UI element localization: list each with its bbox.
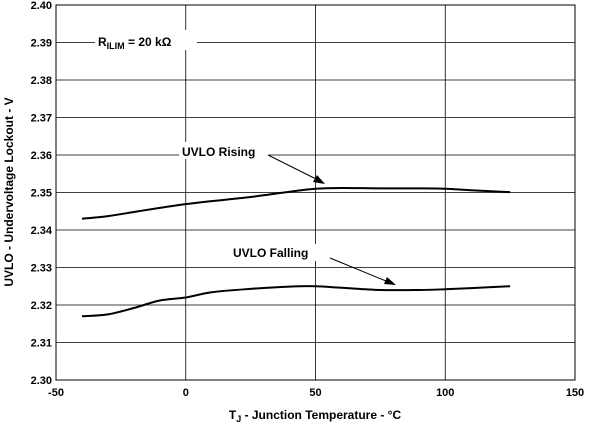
plot-frame	[55, 4, 576, 381]
y-tick-label: 2.39	[31, 38, 52, 50]
x-axis-title-rest: - Junction Temperature - °C	[241, 408, 401, 422]
y-tick-label: 2.31	[31, 338, 52, 350]
x-axis-title: TJ - Junction Temperature - °C	[229, 408, 402, 424]
param-annotation-main: R	[98, 35, 107, 49]
falling-label-bg	[230, 244, 322, 261]
uvlo-falling-line	[81, 285, 511, 318]
falling-arrow-line	[329, 257, 387, 282]
x-tick-label: 100	[436, 387, 454, 399]
y-tick-label: 2.37	[31, 113, 52, 125]
x-tick-label: 50	[309, 387, 321, 399]
x-axis-title-main: T	[229, 408, 237, 422]
x-axis-title-sub: J	[236, 414, 241, 424]
rising-label: UVLO Rising	[182, 145, 255, 159]
y-tick-label: 2.33	[31, 263, 52, 275]
x-tick-labels: -50 0 50 100 150	[48, 387, 584, 399]
rising-arrow-line	[267, 154, 317, 180]
uvlo-rising-line	[81, 186, 511, 220]
y-tick-label: 2.30	[31, 375, 52, 387]
y-axis-title: UVLO - Undervoltage Lockout - V	[2, 97, 16, 286]
y-tick-label: 2.32	[31, 300, 52, 312]
y-tick-label: 2.34	[31, 225, 53, 237]
y-tick-label: 2.38	[31, 75, 52, 87]
y-tick-label: 2.36	[31, 150, 52, 162]
series-lines	[81, 186, 511, 318]
y-tick-label: 2.35	[31, 188, 52, 200]
x-tick-label: 0	[183, 387, 189, 399]
param-annotation: RILIM = 20 kΩ	[98, 35, 172, 51]
falling-arrow-head	[384, 277, 396, 285]
x-tick-label: -50	[48, 387, 64, 399]
y-tick-label: 2.40	[31, 0, 52, 12]
rising-label-bg	[179, 142, 269, 159]
rising-arrow-head	[313, 175, 325, 184]
param-annotation-value: = 20 kΩ	[125, 35, 172, 49]
x-tick-label: 150	[566, 387, 584, 399]
param-annotation-sub: ILIM	[107, 41, 125, 51]
y-tick-labels: 2.30 2.31 2.32 2.33 2.34 2.35 2.36 2.37 2.38 2.39…	[31, 0, 53, 387]
param-annotation-bg	[95, 30, 197, 50]
falling-label: UVLO Falling	[233, 246, 308, 260]
